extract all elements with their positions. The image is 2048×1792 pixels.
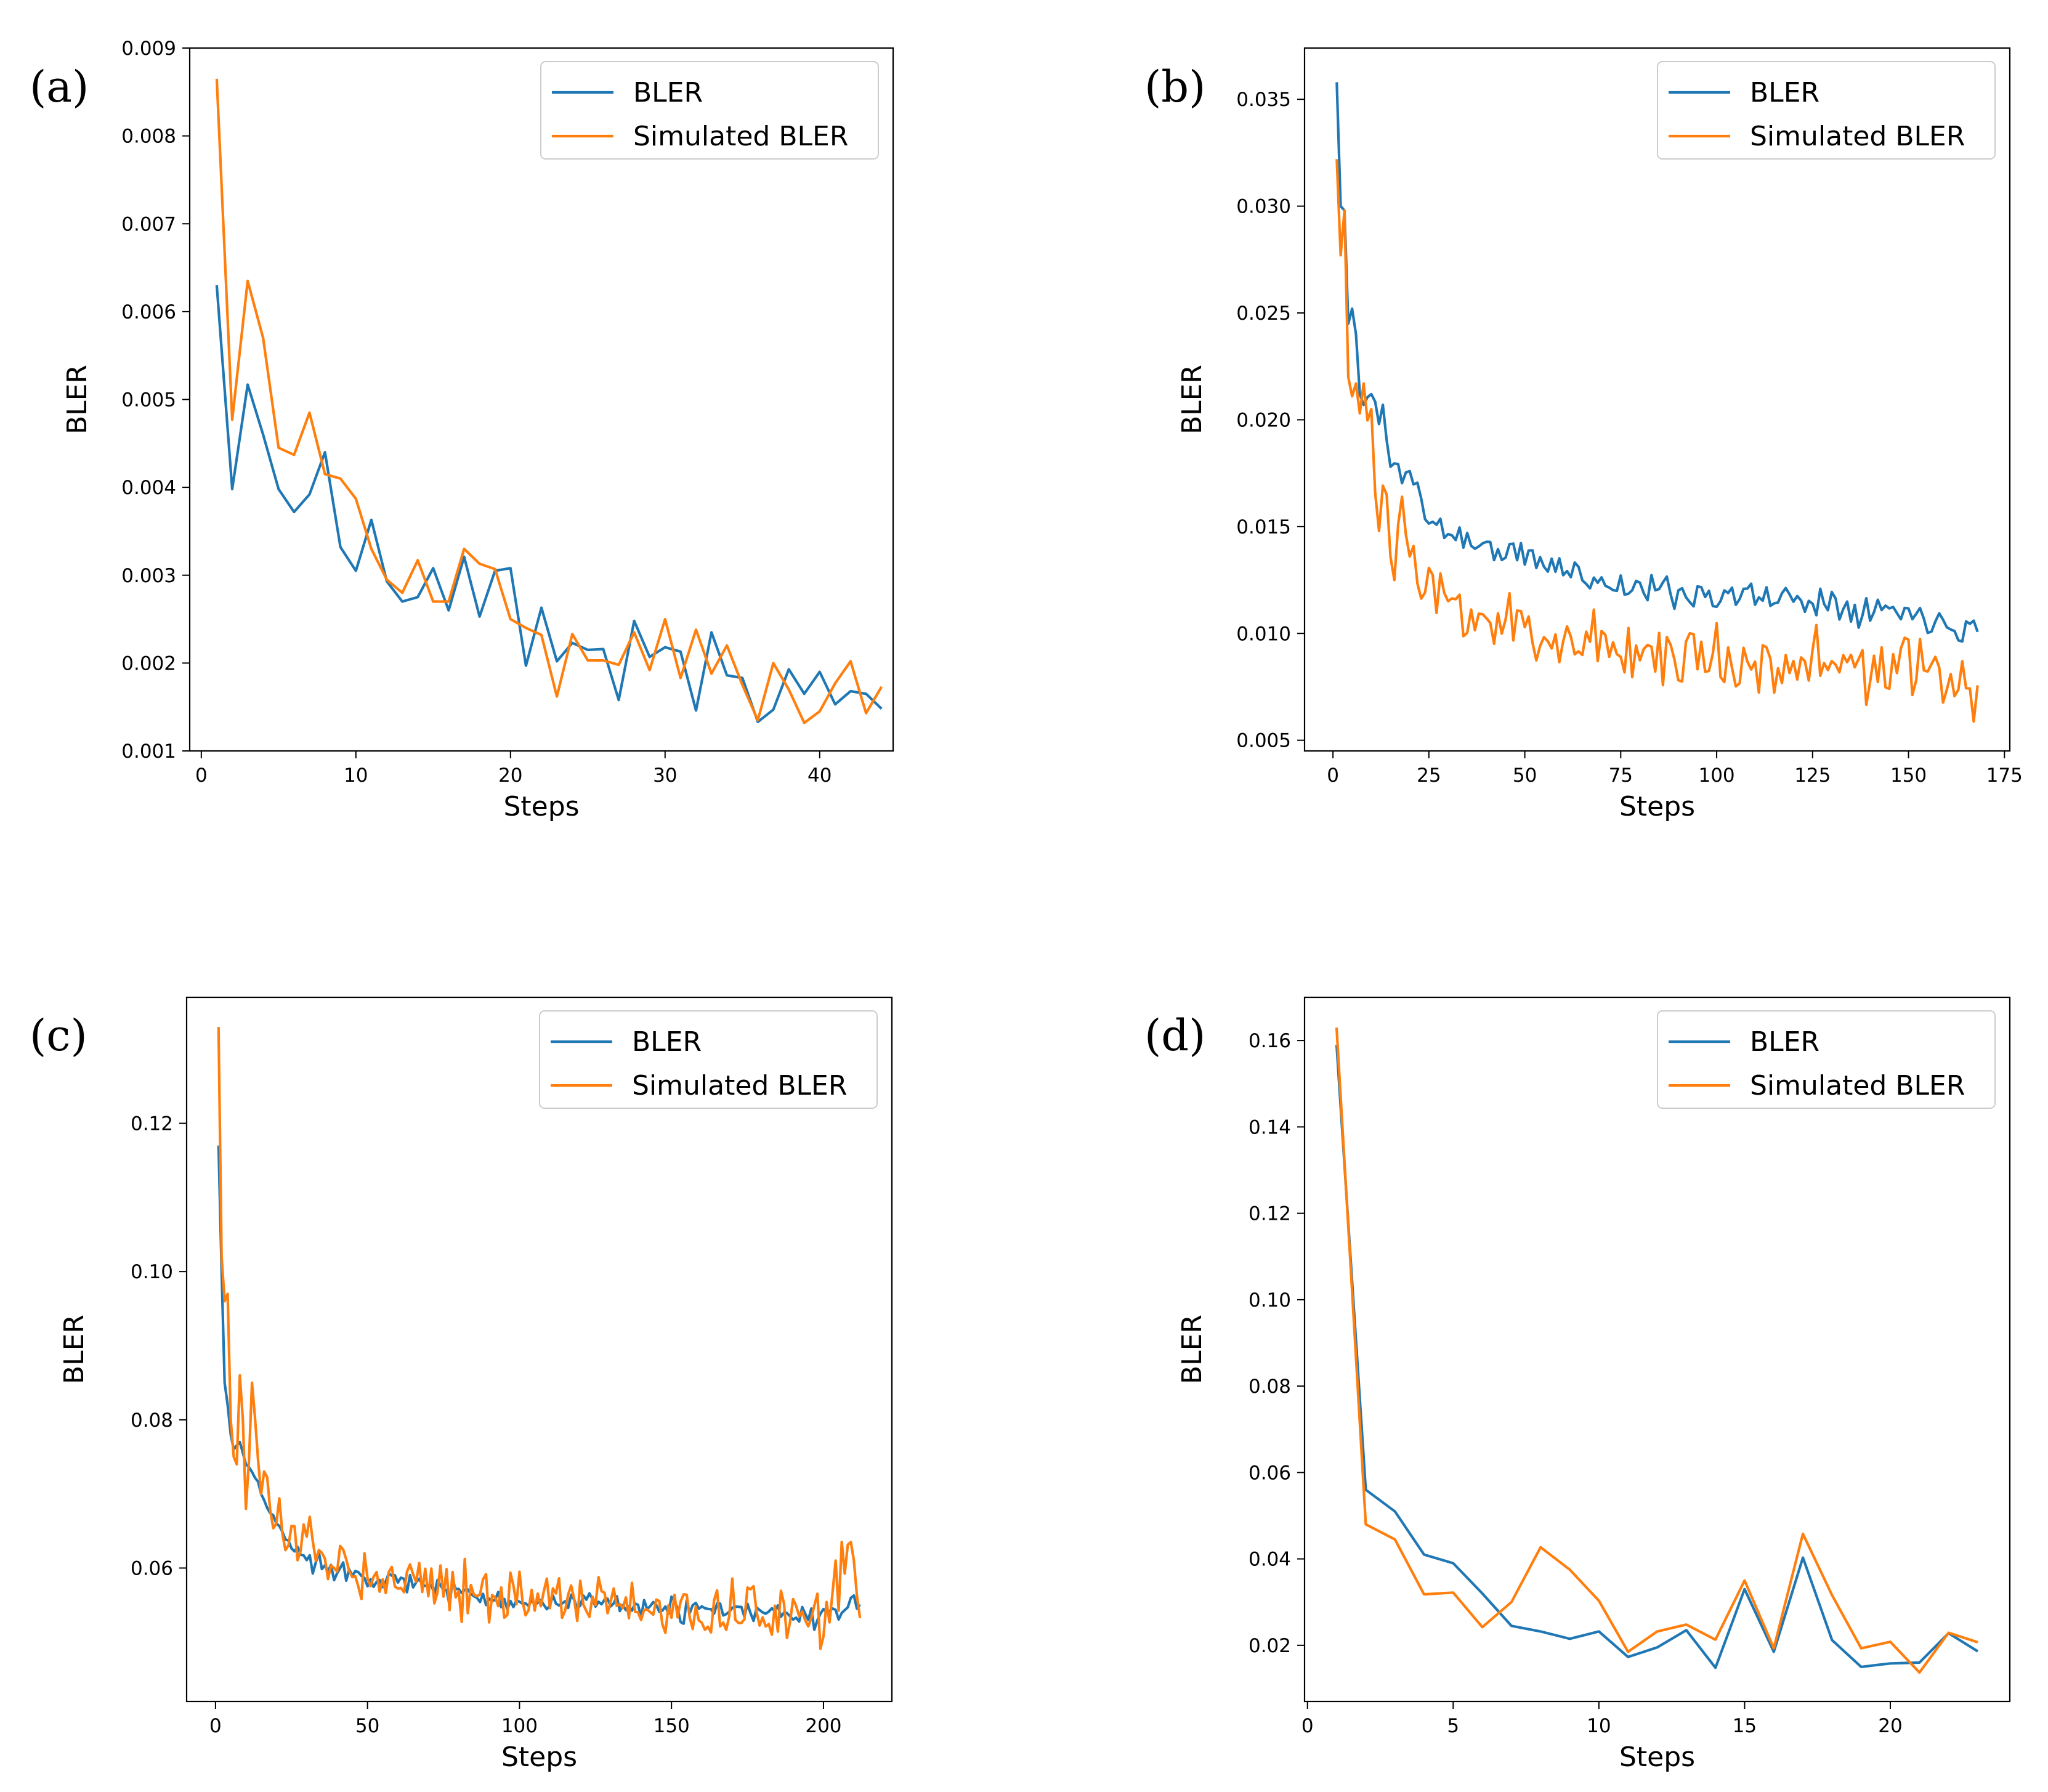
legend-box bbox=[540, 61, 879, 160]
y-tick-label: 0.10 bbox=[1249, 1289, 1291, 1312]
legend-label-bler: BLER bbox=[632, 1026, 702, 1058]
panel-label: (d) bbox=[1144, 1010, 1205, 1061]
y-tick-label: 0.004 bbox=[121, 477, 176, 499]
x-tick-label: 125 bbox=[1794, 764, 1831, 787]
legend-label-simulated-bler: Simulated BLER bbox=[1750, 1070, 1965, 1101]
x-tick-label: 10 bbox=[1587, 1715, 1611, 1737]
series-line-bler bbox=[215, 285, 883, 723]
series-line-simulated-bler bbox=[1335, 159, 1979, 723]
chart-panel-b: 0 25 50 75 100 125 150 175 0.005 0.010 0.015 0.020 0… bbox=[1144, 47, 2023, 822]
chart-panel-c: 0 50 100 150 200 0.06 0.08 0.10 0.12 Steps BLER (c)… bbox=[30, 996, 893, 1773]
x-tick-label: 50 bbox=[1513, 764, 1537, 787]
x-tick-label: 0 bbox=[1301, 1715, 1314, 1737]
series-line-bler bbox=[1335, 82, 1979, 643]
x-tick-label: 100 bbox=[1698, 764, 1734, 787]
y-axis-label: BLER bbox=[59, 1315, 90, 1384]
y-tick-label: 0.12 bbox=[1249, 1203, 1291, 1225]
plot-frame bbox=[185, 996, 893, 1703]
y-tick-label: 0.007 bbox=[121, 213, 176, 235]
chart-panel-a: 0 10 20 30 40 0.001 0.002 0.003 0.004 0.005 0.006 0… bbox=[30, 38, 894, 822]
y-tick-label: 0.12 bbox=[131, 1113, 173, 1135]
x-tick-label: 0 bbox=[195, 764, 208, 787]
x-tick-label: 20 bbox=[498, 764, 522, 787]
x-tick-label: 175 bbox=[1986, 764, 2023, 787]
legend-label-bler: BLER bbox=[633, 77, 703, 108]
series-line-simulated-bler bbox=[1335, 1027, 1978, 1674]
x-axis-label: Steps bbox=[1619, 791, 1695, 822]
y-tick-label: 0.08 bbox=[131, 1409, 173, 1432]
y-tick-label: 0.06 bbox=[131, 1557, 173, 1579]
legend-box bbox=[1657, 1010, 1996, 1109]
x-axis-label: Steps bbox=[1619, 1741, 1695, 1773]
y-tick-label: 0.06 bbox=[1249, 1462, 1291, 1484]
series-line-simulated-bler bbox=[215, 78, 883, 724]
x-axis-label: Steps bbox=[503, 791, 579, 822]
plot-frame bbox=[1303, 47, 2011, 752]
legend-box bbox=[539, 1010, 878, 1109]
series-line-simulated-bler bbox=[217, 1027, 862, 1650]
x-tick-label: 5 bbox=[1447, 1715, 1459, 1737]
legend-label-simulated-bler: Simulated BLER bbox=[633, 121, 848, 152]
panel-label: (c) bbox=[30, 1010, 87, 1061]
legend-box bbox=[1657, 61, 1996, 160]
panel-label: (b) bbox=[1144, 62, 1205, 112]
y-tick-label: 0.08 bbox=[1249, 1376, 1291, 1398]
legend-label-bler: BLER bbox=[1750, 77, 1819, 108]
y-tick-label: 0.009 bbox=[121, 38, 176, 60]
legend: BLER Simulated BLER bbox=[540, 61, 879, 160]
plot-frame bbox=[1303, 996, 2011, 1703]
y-tick-label: 0.001 bbox=[121, 740, 176, 763]
legend: BLER Simulated BLER bbox=[1657, 61, 1996, 160]
y-axis-label: BLER bbox=[1176, 1315, 1208, 1384]
x-tick-label: 25 bbox=[1417, 764, 1441, 787]
y-tick-label: 0.005 bbox=[1236, 730, 1291, 752]
x-tick-label: 40 bbox=[807, 764, 832, 787]
y-tick-label: 0.030 bbox=[1236, 196, 1291, 218]
x-axis-label: Steps bbox=[501, 1741, 577, 1773]
y-tick-label: 0.14 bbox=[1249, 1116, 1291, 1138]
x-tick-label: 150 bbox=[654, 1715, 690, 1737]
y-tick-label: 0.002 bbox=[121, 652, 176, 675]
y-tick-label: 0.10 bbox=[131, 1261, 173, 1283]
legend-label-simulated-bler: Simulated BLER bbox=[632, 1070, 847, 1101]
y-tick-label: 0.008 bbox=[121, 126, 176, 148]
y-tick-label: 0.010 bbox=[1236, 623, 1291, 645]
x-tick-label: 0 bbox=[1327, 764, 1339, 787]
chart-panel-d: 0 5 10 15 20 0.02 0.04 0.06 0.08 0.10 0.12 0.14 0.16… bbox=[1144, 996, 2011, 1773]
y-tick-label: 0.035 bbox=[1236, 89, 1291, 111]
legend: BLER Simulated BLER bbox=[539, 1010, 878, 1109]
y-tick-label: 0.003 bbox=[121, 565, 176, 587]
x-tick-label: 30 bbox=[653, 764, 677, 787]
x-tick-label: 75 bbox=[1609, 764, 1633, 787]
y-tick-label: 0.02 bbox=[1249, 1635, 1291, 1657]
y-axis-label: BLER bbox=[62, 365, 93, 434]
series-line-bler bbox=[1335, 1044, 1979, 1669]
x-tick-label: 200 bbox=[805, 1715, 841, 1737]
y-tick-label: 0.020 bbox=[1236, 409, 1291, 431]
x-tick-label: 50 bbox=[355, 1715, 379, 1737]
x-tick-label: 10 bbox=[344, 764, 368, 787]
x-tick-label: 15 bbox=[1733, 1715, 1757, 1737]
legend-label-simulated-bler: Simulated BLER bbox=[1750, 121, 1965, 152]
x-tick-label: 150 bbox=[1890, 764, 1927, 787]
y-tick-label: 0.015 bbox=[1236, 516, 1291, 538]
legend: BLER Simulated BLER bbox=[1657, 1010, 1996, 1109]
y-tick-label: 0.16 bbox=[1249, 1030, 1291, 1052]
panel-label: (a) bbox=[30, 62, 89, 112]
y-tick-label: 0.04 bbox=[1249, 1549, 1291, 1571]
y-axis-label: BLER bbox=[1176, 365, 1208, 434]
y-tick-label: 0.006 bbox=[121, 301, 176, 323]
y-tick-label: 0.005 bbox=[121, 389, 176, 412]
x-tick-label: 0 bbox=[209, 1715, 222, 1737]
y-tick-label: 0.025 bbox=[1236, 302, 1291, 325]
x-tick-label: 100 bbox=[501, 1715, 538, 1737]
legend-label-bler: BLER bbox=[1750, 1026, 1819, 1058]
x-tick-label: 20 bbox=[1878, 1715, 1902, 1737]
